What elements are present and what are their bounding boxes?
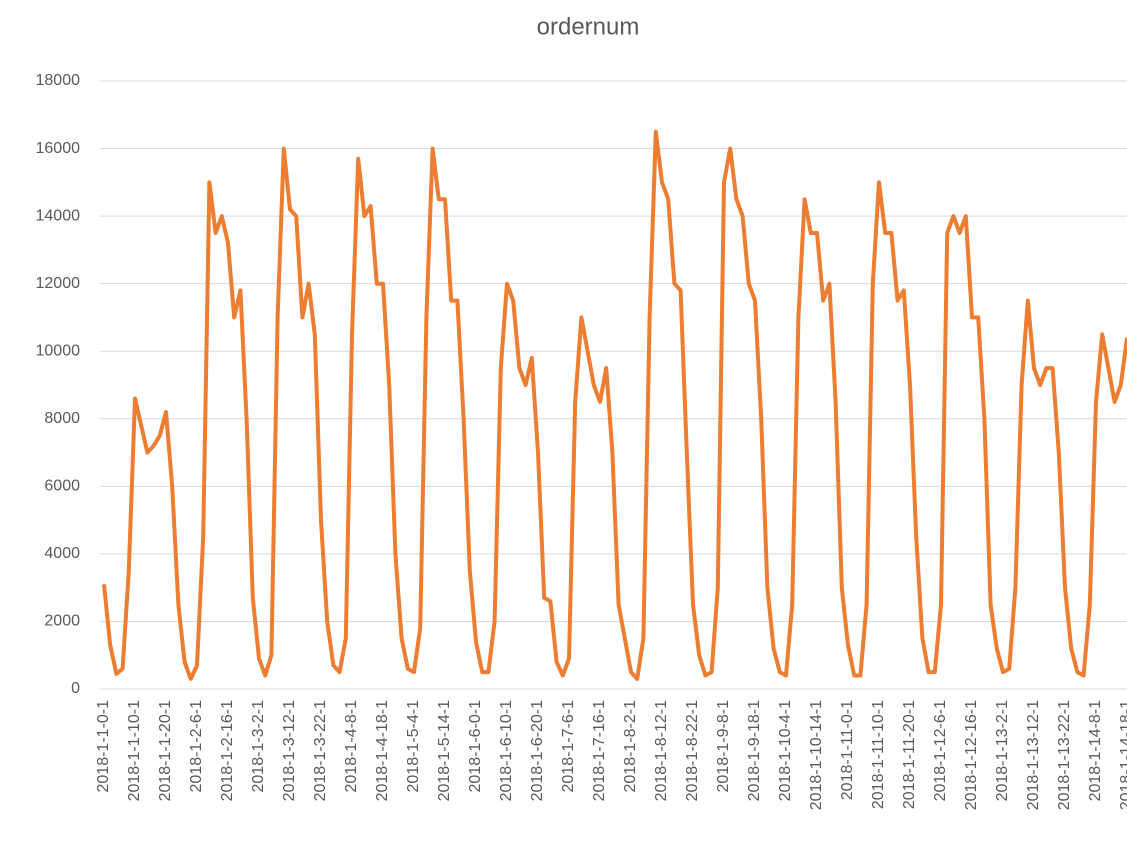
x-tick-label: 2018-1-11-10-1 [870,700,887,809]
y-tick-label: 18000 [36,72,81,89]
x-tick-label: 2018-1-3-12-1 [281,700,298,802]
x-tick-label: 2018-1-13-12-1 [1025,700,1042,810]
x-tick-label: 2018-1-7-6-1 [560,700,577,793]
x-tick-label: 2018-1-4-8-1 [343,700,360,793]
x-tick-label: 2018-1-9-8-1 [715,700,732,793]
x-tick-label: 2018-1-12-16-1 [963,700,980,810]
x-tick-label: 2018-1-4-18-1 [374,700,391,802]
x-tick-label: 2018-1-7-16-1 [591,700,608,802]
x-tick-label: 2018-1-5-14-1 [436,700,453,802]
x-tick-label: 2018-1-3-22-1 [312,700,329,802]
y-tick-label: 8000 [44,410,80,427]
chart-title: ordernum [537,13,640,40]
x-tick-label: 2018-1-12-6-1 [932,700,949,802]
x-tick-label: 2018-1-6-20-1 [529,700,546,802]
x-tick-label: 2018-1-14-8-1 [1087,700,1104,802]
y-tick-label: 0 [71,680,80,697]
y-tick-label: 10000 [36,342,81,359]
y-tick-label: 6000 [44,478,80,495]
data-line [102,129,1127,681]
x-tick-label: 2018-1-11-20-1 [901,700,918,809]
y-tick-label: 14000 [36,207,81,224]
x-tick-label: 2018-1-13-22-1 [1056,700,1073,810]
x-tick-label: 2018-1-10-14-1 [808,700,825,810]
x-tick-label: 2018-1-2-16-1 [219,700,236,802]
x-tick-label: 2018-1-14-18-1 [1118,700,1127,810]
x-tick-label: 2018-1-8-2-1 [622,700,639,793]
y-tick-label: 4000 [44,545,80,562]
x-tick-label: 2018-1-2-6-1 [188,700,205,793]
x-tick-label: 2018-1-1-10-1 [126,700,143,802]
x-tick-label: 2018-1-13-2-1 [994,700,1011,802]
y-tick-label: 2000 [44,613,80,630]
y-tick-label: 16000 [36,140,81,157]
x-tick-label: 2018-1-8-22-1 [684,700,701,802]
x-tick-label: 2018-1-11-0-1 [839,700,856,800]
x-tick-label: 2018-1-8-12-1 [653,700,670,802]
x-tick-label: 2018-1-1-0-1 [95,700,112,793]
x-tick-label: 2018-1-1-20-1 [157,700,174,802]
x-tick-label: 2018-1-9-18-1 [746,700,763,802]
x-tick-label: 2018-1-3-2-1 [250,700,267,793]
x-tick-label: 2018-1-5-4-1 [405,700,422,793]
x-tick-label: 2018-1-6-10-1 [498,700,515,802]
x-tick-label: 2018-1-6-0-1 [467,700,484,793]
x-tick-label: 2018-1-10-4-1 [777,700,794,802]
y-tick-label: 12000 [36,275,81,292]
